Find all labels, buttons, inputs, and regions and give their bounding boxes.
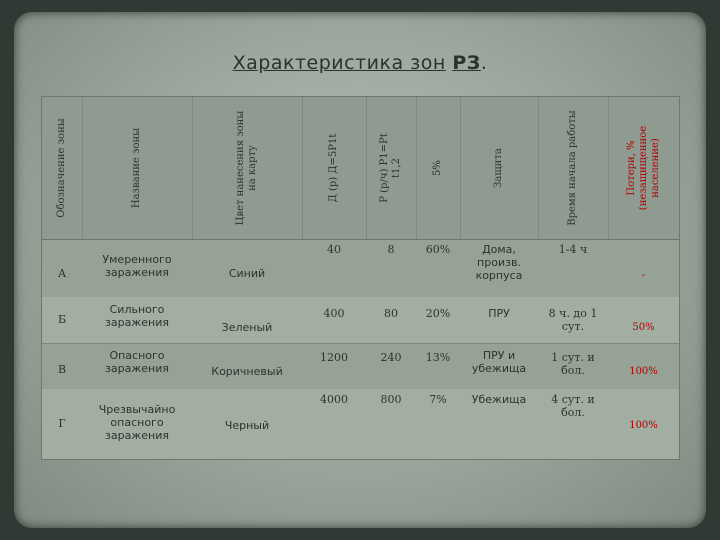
header-name: Название зоны — [82, 97, 193, 239]
zone-time: 4 сут. и бол. — [551, 393, 595, 419]
zone-dose: 400 — [323, 307, 345, 320]
zone-loss: 100% — [629, 420, 658, 431]
zone-color: Синий — [228, 267, 266, 280]
zone-name: Опасного заражения — [105, 349, 169, 375]
zone-name: Сильного заражения — [105, 303, 169, 329]
zone-rate: 8 — [387, 243, 395, 256]
zone-color: Зеленый — [221, 321, 273, 334]
zones-table: Обозначение зоны Название зоны Цвет нане… — [41, 96, 680, 460]
title-abbr: РЗ — [452, 52, 481, 74]
zone-color: Черный — [224, 419, 270, 432]
zone-dose: 4000 — [320, 393, 348, 406]
zone-time: 1-4 ч — [558, 243, 588, 256]
zone-rate: 80 — [384, 307, 398, 320]
header-dose: Д (р) Д=5Р1t — [302, 97, 367, 239]
table-header: Обозначение зоны Название зоны Цвет нане… — [42, 97, 679, 240]
header-loss: Потери, % (незащищенное население) — [625, 125, 661, 211]
zone-code: Г — [58, 417, 66, 430]
zone-code: В — [57, 363, 67, 376]
zone-color: Коричневый — [211, 365, 283, 378]
header-time: Время начала работы — [538, 97, 609, 239]
zone-rate: 800 — [380, 393, 402, 406]
zone-rate: 240 — [380, 351, 402, 364]
zone-pct: 7% — [429, 393, 447, 406]
zone-time: 8 ч. до 1 сут. — [548, 307, 598, 333]
zone-code: Б — [57, 313, 67, 326]
header-rate: Р (р/ч) Р1=Рt t1,2 — [366, 97, 417, 239]
zone-name: Умеренного заражения — [102, 253, 172, 279]
zone-pct: 20% — [425, 307, 451, 320]
header-code: Обозначение зоны — [42, 97, 83, 239]
zone-protection: ПРУ — [488, 307, 510, 320]
page-title: Характеристика зон РЗ. — [0, 52, 720, 74]
header-pct: 5% — [416, 97, 461, 239]
title-main: Характеристика зон — [232, 52, 446, 74]
zone-time: 1 сут. и бол. — [551, 351, 595, 377]
header-color: Цвет нанесения зоны на карту — [192, 97, 303, 239]
zone-pct: 13% — [425, 351, 451, 364]
table-row: В Опасного заражения Коричневый 1200 240… — [42, 343, 679, 390]
zone-protection: Убежища — [471, 393, 527, 406]
zone-loss: 50% — [632, 322, 655, 333]
table-row: Б Сильного заражения Зеленый 400 80 20% … — [42, 297, 679, 344]
zone-name: Чрезвычайно опасного заражения — [98, 403, 176, 442]
zone-protection: Дома, произв. корпуса — [475, 243, 523, 282]
zone-dose: 1200 — [320, 351, 348, 364]
table-row: Г Чрезвычайно опасного заражения Черный … — [42, 389, 679, 459]
zone-loss: - — [641, 270, 646, 281]
zone-dose: 40 — [327, 243, 341, 256]
header-protection: Защита — [460, 97, 539, 239]
zone-code: А — [57, 267, 67, 280]
title-dot: . — [480, 52, 488, 74]
table-row: А Умеренного заражения Синий 40 8 60% До… — [42, 239, 679, 298]
zone-loss: 100% — [629, 366, 658, 377]
zone-pct: 60% — [425, 243, 451, 256]
zone-protection: ПРУ и убежища — [471, 349, 527, 375]
